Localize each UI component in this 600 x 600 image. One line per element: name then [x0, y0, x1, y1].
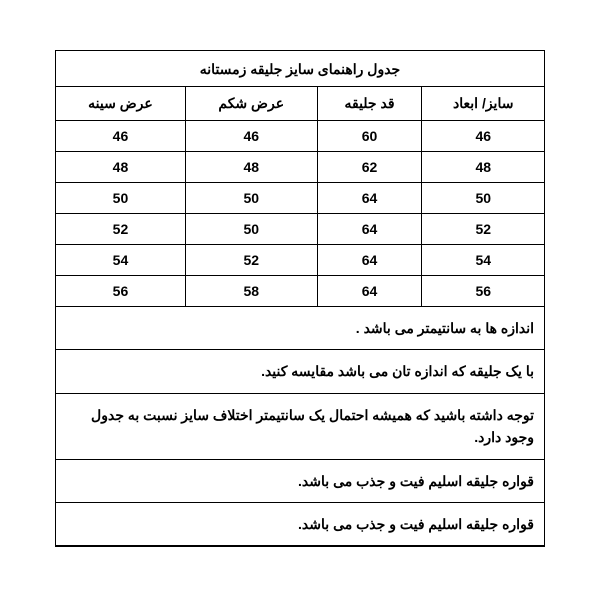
- cell-size: 48: [422, 152, 545, 183]
- col-header-chest: عرض سینه: [56, 87, 186, 121]
- table-row: 56 64 58 56: [56, 276, 545, 307]
- note-text: با یک جلیقه که اندازه تان می باشد مقایسه…: [56, 350, 545, 393]
- note-row: قواره جلیقه اسلیم فیت و جذب می باشد.: [56, 459, 545, 502]
- cell-chest: 46: [56, 121, 186, 152]
- table-row: 46 60 46 46: [56, 121, 545, 152]
- page-container: جدول راهنمای سایز جلیقه زمستانه سایز/ اب…: [0, 0, 600, 547]
- cell-length: 62: [317, 152, 422, 183]
- cell-chest: 52: [56, 214, 186, 245]
- cell-belly: 46: [185, 121, 317, 152]
- note-row: با یک جلیقه که اندازه تان می باشد مقایسه…: [56, 350, 545, 393]
- col-header-size: سایز/ ابعاد: [422, 87, 545, 121]
- cell-length: 60: [317, 121, 422, 152]
- table-title-row: جدول راهنمای سایز جلیقه زمستانه: [56, 51, 545, 87]
- cell-size: 50: [422, 183, 545, 214]
- note-row: قواره جلیقه اسلیم فیت و جذب می باشد.: [56, 502, 545, 546]
- note-row: توجه داشته باشید که همیشه احتمال یک سانت…: [56, 393, 545, 459]
- table-title: جدول راهنمای سایز جلیقه زمستانه: [56, 51, 545, 87]
- size-guide-table: جدول راهنمای سایز جلیقه زمستانه سایز/ اب…: [55, 50, 545, 547]
- cell-belly: 48: [185, 152, 317, 183]
- cell-belly: 58: [185, 276, 317, 307]
- table-row: 48 62 48 48: [56, 152, 545, 183]
- note-row: اندازه ها به سانتیمتر می باشد .: [56, 307, 545, 350]
- col-header-length: قد جلیقه: [317, 87, 422, 121]
- note-text: قواره جلیقه اسلیم فیت و جذب می باشد.: [56, 459, 545, 502]
- cell-belly: 50: [185, 183, 317, 214]
- cell-length: 64: [317, 183, 422, 214]
- cell-size: 52: [422, 214, 545, 245]
- cell-chest: 48: [56, 152, 186, 183]
- table-header-row: سایز/ ابعاد قد جلیقه عرض شکم عرض سینه: [56, 87, 545, 121]
- note-text: اندازه ها به سانتیمتر می باشد .: [56, 307, 545, 350]
- table-row: 52 64 50 52: [56, 214, 545, 245]
- table-row: 54 64 52 54: [56, 245, 545, 276]
- cell-chest: 50: [56, 183, 186, 214]
- cell-belly: 52: [185, 245, 317, 276]
- col-header-belly: عرض شکم: [185, 87, 317, 121]
- cell-size: 56: [422, 276, 545, 307]
- cell-length: 64: [317, 214, 422, 245]
- cell-length: 64: [317, 245, 422, 276]
- cell-size: 46: [422, 121, 545, 152]
- cell-belly: 50: [185, 214, 317, 245]
- note-text: توجه داشته باشید که همیشه احتمال یک سانت…: [56, 393, 545, 459]
- note-text: قواره جلیقه اسلیم فیت و جذب می باشد.: [56, 502, 545, 546]
- cell-length: 64: [317, 276, 422, 307]
- cell-chest: 56: [56, 276, 186, 307]
- cell-chest: 54: [56, 245, 186, 276]
- table-row: 50 64 50 50: [56, 183, 545, 214]
- cell-size: 54: [422, 245, 545, 276]
